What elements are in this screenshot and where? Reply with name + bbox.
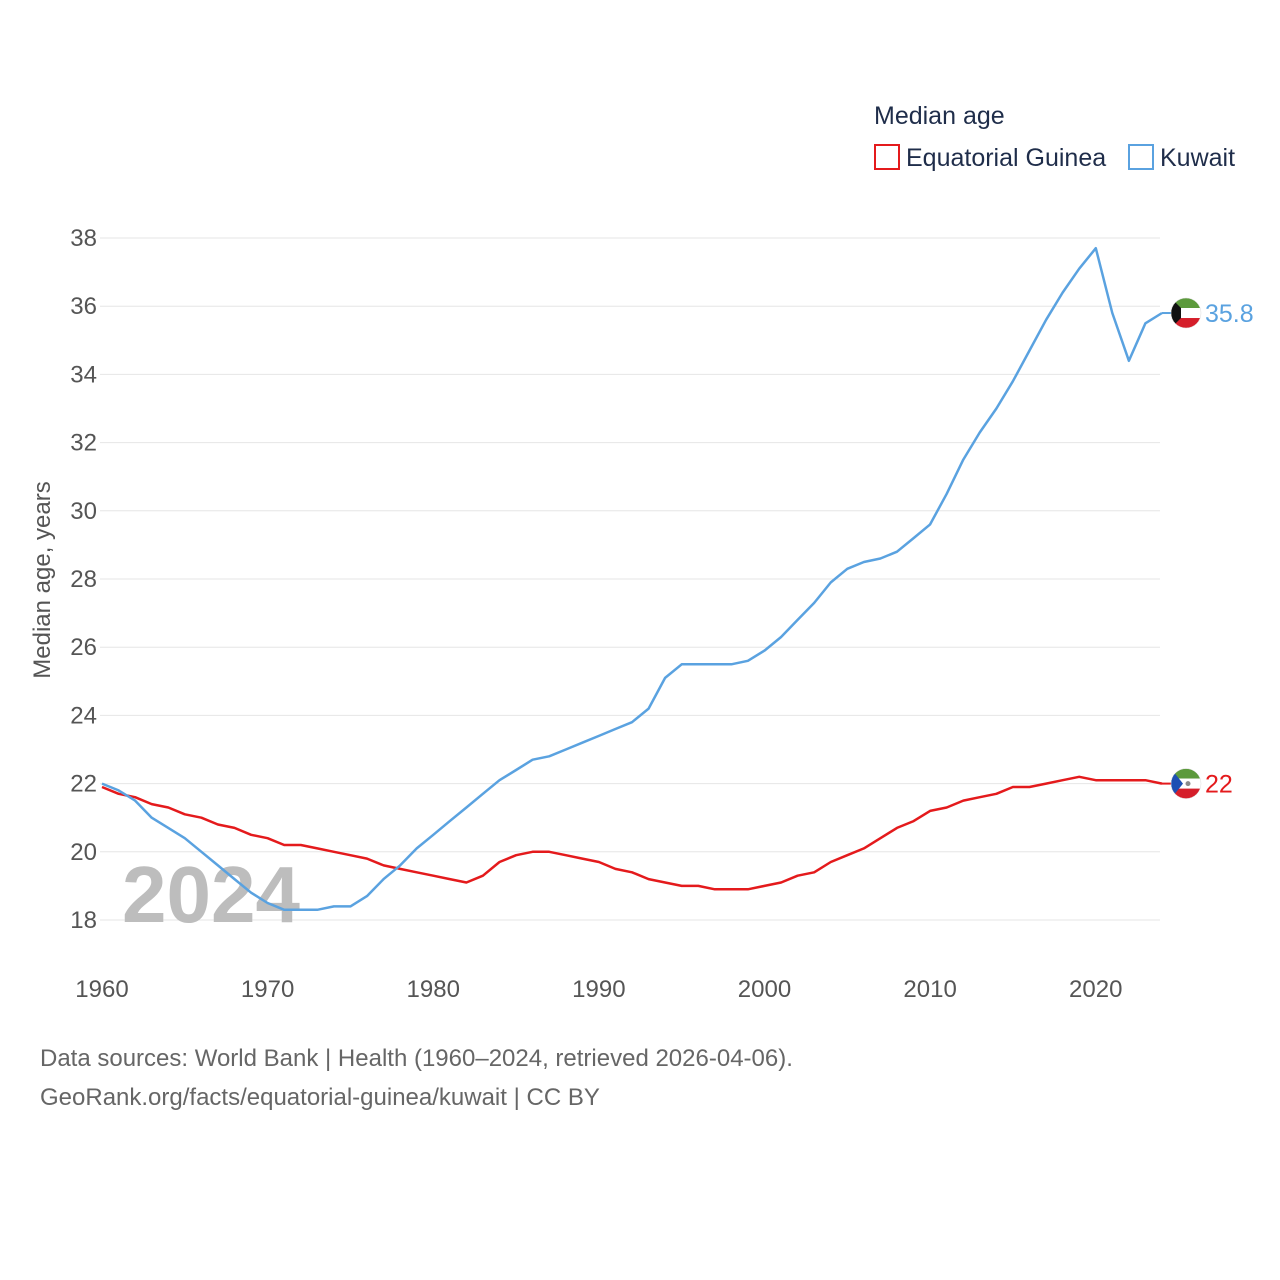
series-lines [101, 246, 1163, 912]
y-tick-label: 18 [70, 907, 97, 934]
y-tick-label: 28 [70, 566, 97, 593]
median-age-chart: 18 20 22 24 26 28 30 32 34 36 38 1960 1970 1980 1990 2… [29, 102, 1254, 1003]
end-value-label: 35.8 [1205, 300, 1254, 328]
x-tick-label: 1960 [75, 976, 128, 1003]
legend-label-kuwait: Kuwait [1160, 144, 1235, 172]
y-tick-label: 20 [70, 839, 97, 866]
y-tick-label: 22 [70, 771, 97, 798]
source-line-1: Data sources: World Bank | Health (1960–… [40, 1045, 793, 1072]
y-axis-ticks: 18 20 22 24 26 28 30 32 34 36 38 [70, 225, 97, 934]
year-watermark: 2024 [122, 850, 300, 939]
x-axis-ticks: 1960 1970 1980 1990 2000 2010 2020 [75, 976, 1122, 1003]
end-value-label: 22 [1205, 771, 1233, 799]
gridlines [100, 237, 1160, 921]
x-tick-label: 2010 [903, 976, 956, 1003]
y-tick-label: 32 [70, 430, 97, 457]
y-axis-title: Median age, years [29, 481, 56, 678]
x-tick-label: 1970 [241, 976, 294, 1003]
equatorial-guinea-flag-icon [1170, 768, 1202, 799]
source-line-2: GeoRank.org/facts/equatorial-guinea/kuwa… [40, 1084, 600, 1111]
x-tick-label: 2020 [1069, 976, 1122, 1003]
series-line-kuwait [101, 246, 1163, 912]
legend-swatch-kuwait [1128, 144, 1154, 170]
end-markers: 22 35.8 [1162, 297, 1254, 799]
y-tick-label: 24 [70, 702, 97, 729]
x-tick-label: 1980 [407, 976, 460, 1003]
kuwait-flag-icon [1170, 297, 1202, 329]
legend-label-equatorial-guinea: Equatorial Guinea [906, 144, 1106, 172]
x-tick-label: 1990 [572, 976, 625, 1003]
x-tick-label: 2000 [738, 976, 791, 1003]
series-line-equatorial-guinea [101, 775, 1163, 891]
y-tick-label: 26 [70, 634, 97, 661]
y-tick-label: 34 [70, 361, 97, 388]
y-tick-label: 36 [70, 293, 97, 320]
legend-title: Median age [874, 102, 1005, 130]
legend: Median age Equatorial Guinea Kuwait [874, 102, 1235, 172]
y-tick-label: 38 [70, 225, 97, 252]
y-tick-label: 30 [70, 498, 97, 525]
legend-swatch-equatorial-guinea [874, 144, 900, 170]
